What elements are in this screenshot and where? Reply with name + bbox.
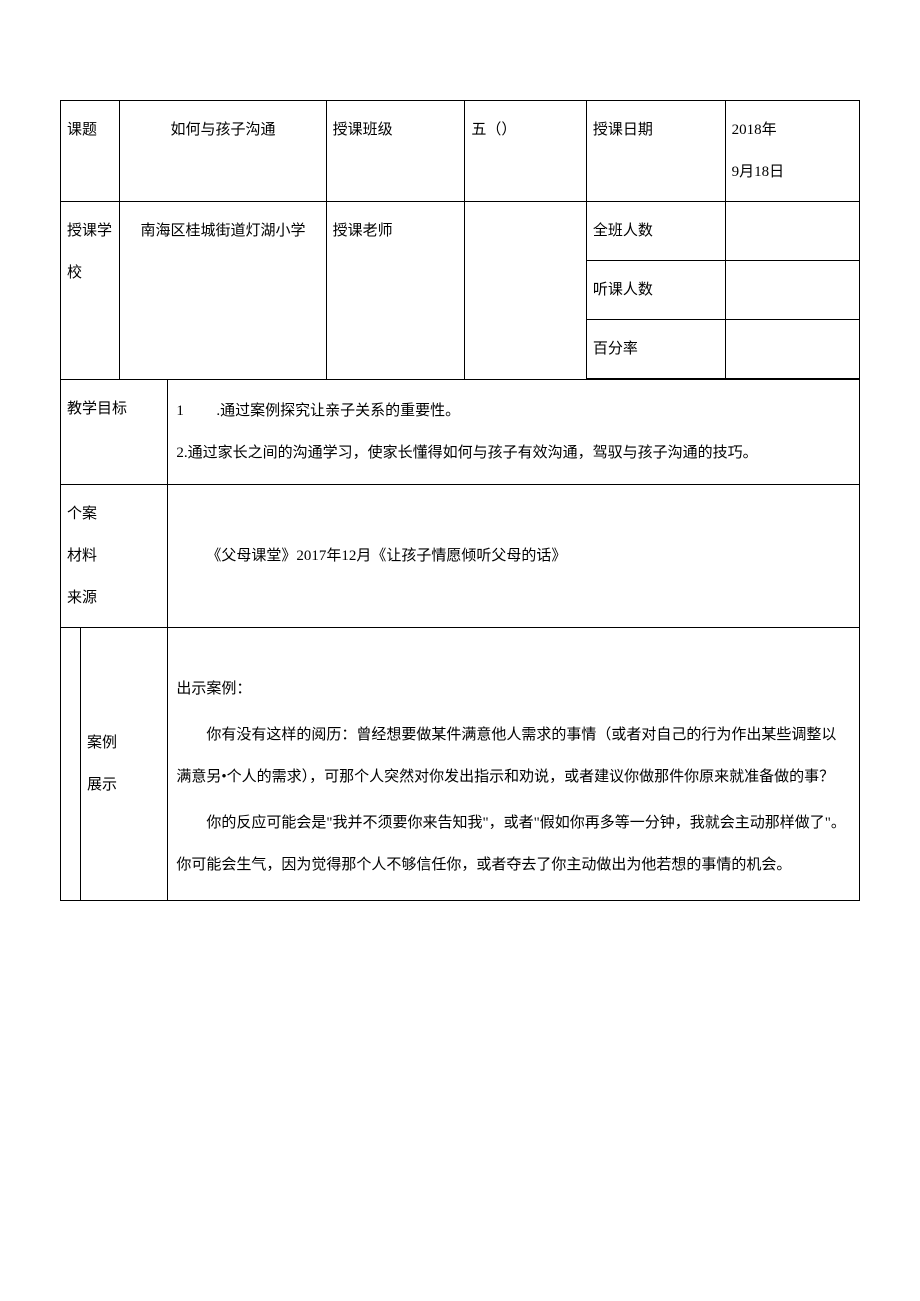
goal-num-1: 1 [176,390,216,432]
percent-label: 百分率 [586,320,725,379]
goals-content: 1 .通过案例探究让亲子关系的重要性。 2.通过家长之间的沟通学习，使家长懂得如… [168,380,860,485]
lesson-plan-table: 课题 如何与孩子沟通 授课班级 五（） 授课日期 2018年 9月18日 授课学校… [60,100,860,901]
case-label-1: 案例 [87,735,117,751]
school-label: 授课学校 [61,202,120,380]
goals-label: 教学目标 [61,380,168,485]
source-label-1: 个案 [67,506,97,522]
case-label: 案例 展示 [81,628,168,901]
date-line2: 9月18日 [732,164,785,180]
attend-label: 听课人数 [586,261,725,320]
source-label: 个案 材料 来源 [61,485,168,628]
source-content: 《父母课堂》2017年12月《让孩子情愿倾听父母的话》 [168,485,860,628]
date-label: 授课日期 [586,101,725,202]
source-label-2: 材料 [67,548,97,564]
attend-value [725,261,859,320]
goal-text-1: .通过案例探究让亲子关系的重要性。 [216,390,460,432]
case-content: 出示案例： 你有没有这样的阅历：曾经想要做某件满意他人需求的事情（或者对自己的行… [168,628,860,901]
teacher-label: 授课老师 [326,202,465,380]
case-left-col [61,628,81,901]
source-text: 《父母课堂》2017年12月《让孩子情愿倾听父母的话》 [176,535,851,577]
total-value [725,202,859,261]
topic-value: 如何与孩子沟通 [120,101,326,202]
case-label-2: 展示 [87,777,117,793]
case-para-1: 你有没有这样的阅历：曾经想要做某件满意他人需求的事情（或者对自己的行为作出某些调… [176,714,851,798]
goal-text-2: 2.通过家长之间的沟通学习，使家长懂得如何与孩子有效沟通，驾驭与孩子沟通的技巧。 [176,432,851,474]
date-line1: 2018年 [732,122,777,138]
case-title: 出示案例： [176,668,851,710]
percent-value [725,320,859,379]
total-label: 全班人数 [586,202,725,261]
source-label-3: 来源 [67,590,97,606]
teacher-value [465,202,587,380]
school-value: 南海区桂城街道灯湖小学 [120,202,326,380]
date-value: 2018年 9月18日 [725,101,859,202]
topic-label: 课题 [61,101,120,202]
class-label: 授课班级 [326,101,465,202]
case-para-2: 你的反应可能会是"我并不须要你来告知我"，或者"假如你再多等一分钟，我就会主动那… [176,802,851,886]
class-value: 五（） [465,101,587,202]
